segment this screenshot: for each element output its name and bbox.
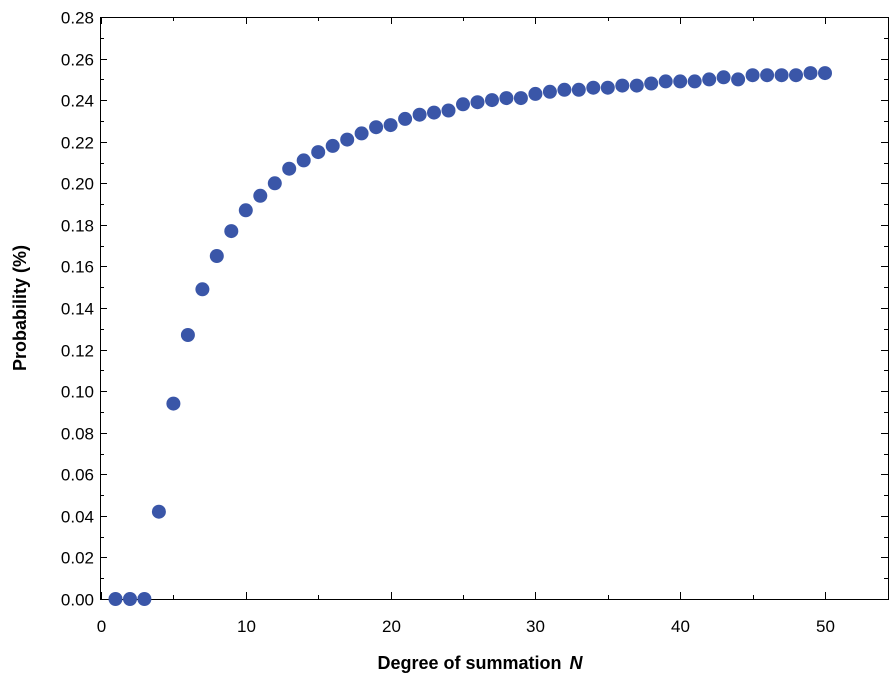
x-axis-title: Degree of summation N <box>377 653 583 673</box>
y-tick-label: 0.26 <box>61 51 94 70</box>
x-tick-label: 10 <box>237 617 256 636</box>
y-tick-label: 0.10 <box>61 383 94 402</box>
data-point <box>412 107 427 122</box>
x-tick-label: 0 <box>97 617 106 636</box>
y-tick-label: 0.02 <box>61 549 94 568</box>
y-tick-label: 0.08 <box>61 425 94 444</box>
data-point <box>209 249 224 263</box>
data-point <box>224 224 239 239</box>
data-point <box>615 78 630 93</box>
data-point <box>716 70 731 85</box>
data-point <box>571 82 586 97</box>
data-point <box>398 111 413 126</box>
data-point <box>485 93 499 108</box>
data-point <box>513 91 528 106</box>
data-point <box>441 103 456 118</box>
data-point <box>166 396 181 411</box>
data-point <box>557 82 572 97</box>
data-point <box>238 203 253 218</box>
data-point <box>340 132 355 147</box>
x-tick-label: 20 <box>382 617 401 636</box>
y-axis-title: Probability (%) <box>10 245 30 371</box>
y-tick-label: 0.22 <box>61 134 94 153</box>
data-point <box>586 80 601 95</box>
data-point <box>629 78 644 93</box>
data-point <box>760 68 775 83</box>
data-point <box>499 91 514 106</box>
data-point <box>137 592 152 606</box>
data-point <box>658 74 673 89</box>
data-points <box>108 66 832 606</box>
data-point <box>383 118 398 133</box>
data-point <box>673 74 688 89</box>
data-point <box>151 504 166 519</box>
data-point <box>528 86 543 101</box>
data-point <box>745 68 760 83</box>
axis-ticks <box>100 17 888 600</box>
data-point <box>354 126 369 141</box>
data-point <box>542 84 557 99</box>
data-point <box>803 66 818 81</box>
y-tick-label: 0.12 <box>61 342 94 361</box>
data-point <box>123 592 137 606</box>
data-point <box>180 328 195 342</box>
tick-labels: 0 10 20 30 40 50 0.00 0.02 0.04 0.06 0.08 0.10 0.12 0… <box>61 9 835 637</box>
data-point <box>600 80 615 95</box>
data-point <box>296 153 311 168</box>
y-tick-label: 0.18 <box>61 217 94 236</box>
data-point <box>644 76 659 91</box>
y-tick-label: 0.28 <box>61 9 94 28</box>
data-point <box>195 282 210 297</box>
data-point <box>456 97 470 112</box>
y-tick-label: 0.20 <box>61 175 94 194</box>
data-point <box>325 138 340 153</box>
x-tick-label: 30 <box>526 617 545 636</box>
data-point <box>789 68 803 83</box>
data-point <box>731 72 746 87</box>
x-axis-variable: N <box>570 653 584 673</box>
data-point <box>267 176 282 191</box>
data-point <box>687 74 702 89</box>
data-point <box>282 161 297 176</box>
x-tick-label: 50 <box>816 617 835 636</box>
x-axis-title-text: Degree of summation <box>377 653 561 673</box>
y-tick-label: 0.04 <box>61 508 94 527</box>
data-point <box>818 66 832 81</box>
x-tick-label: 40 <box>671 617 690 636</box>
data-point <box>253 188 268 203</box>
data-point <box>774 68 789 83</box>
y-tick-label: 0.14 <box>61 300 94 319</box>
y-tick-label: 0.00 <box>61 591 94 610</box>
data-point <box>369 120 384 135</box>
data-point <box>470 95 485 110</box>
y-tick-label: 0.06 <box>61 466 94 485</box>
y-tick-label: 0.16 <box>61 258 94 277</box>
data-point <box>427 105 441 120</box>
data-point <box>108 592 123 606</box>
data-point <box>702 72 717 87</box>
y-tick-label: 0.24 <box>61 92 94 111</box>
data-point <box>311 145 326 160</box>
